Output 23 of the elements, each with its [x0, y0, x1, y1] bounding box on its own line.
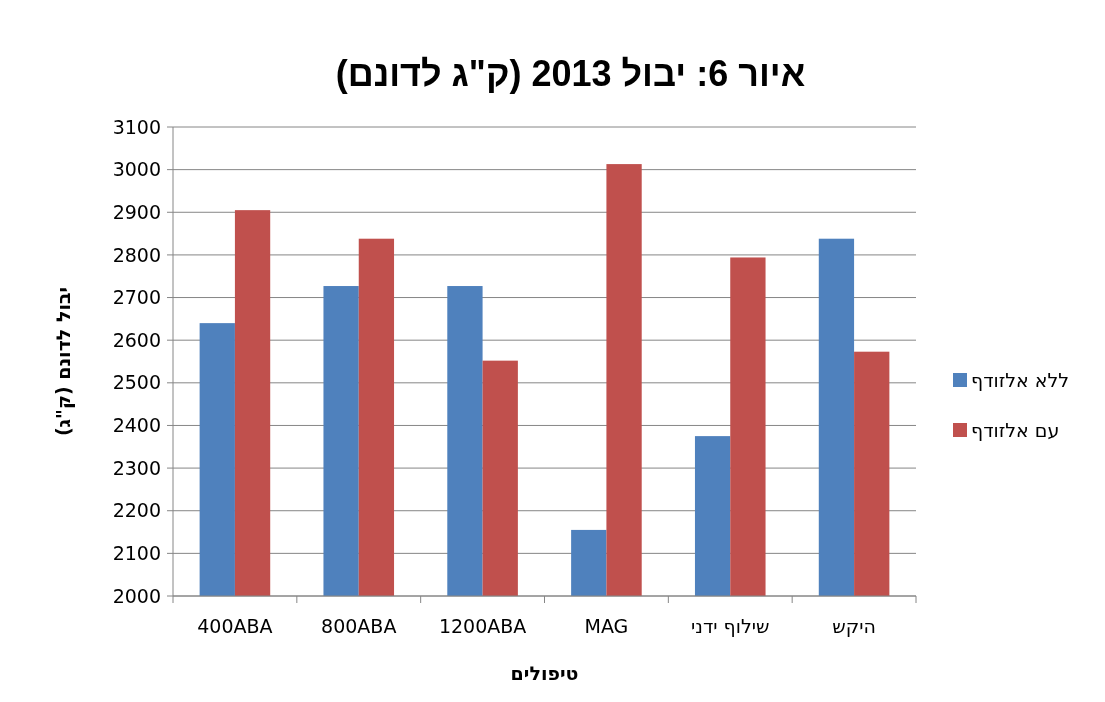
- x-tick-label: היקש: [832, 615, 876, 637]
- x-tick-label: 400ABA: [197, 615, 273, 637]
- x-tick-label: 1200ABA: [438, 615, 527, 637]
- x-tick-label: שילוף ידני: [691, 615, 770, 637]
- x-axis-title: טיפולים: [510, 662, 579, 684]
- y-tick-label: 2200: [112, 499, 161, 522]
- y-tick-label: 2900: [112, 200, 161, 223]
- y-tick-label: 3100: [112, 115, 161, 138]
- legend-label: ללא אלזודף: [971, 368, 1070, 391]
- y-tick-label: 3000: [112, 158, 161, 181]
- legend-label: עם אלזודף: [971, 418, 1060, 441]
- y-axis-title: יבול לדונם (ק"ג): [52, 286, 75, 437]
- y-tick-label: 2700: [112, 286, 161, 309]
- y-tick-label: 2100: [112, 542, 161, 565]
- y-tick-label: 2300: [112, 456, 161, 479]
- chart-title: איור 6: יבול 2013 (ק"ג לדונם): [335, 53, 806, 94]
- y-tick-label: 2000: [112, 584, 161, 607]
- x-tick-label: MAG: [584, 615, 629, 637]
- y-tick-label: 2500: [112, 371, 161, 394]
- y-tick-label: 2600: [112, 328, 161, 351]
- y-tick-label: 2800: [112, 243, 161, 266]
- x-tick-label: 800ABA: [321, 615, 397, 637]
- y-tick-label: 2400: [112, 414, 161, 437]
